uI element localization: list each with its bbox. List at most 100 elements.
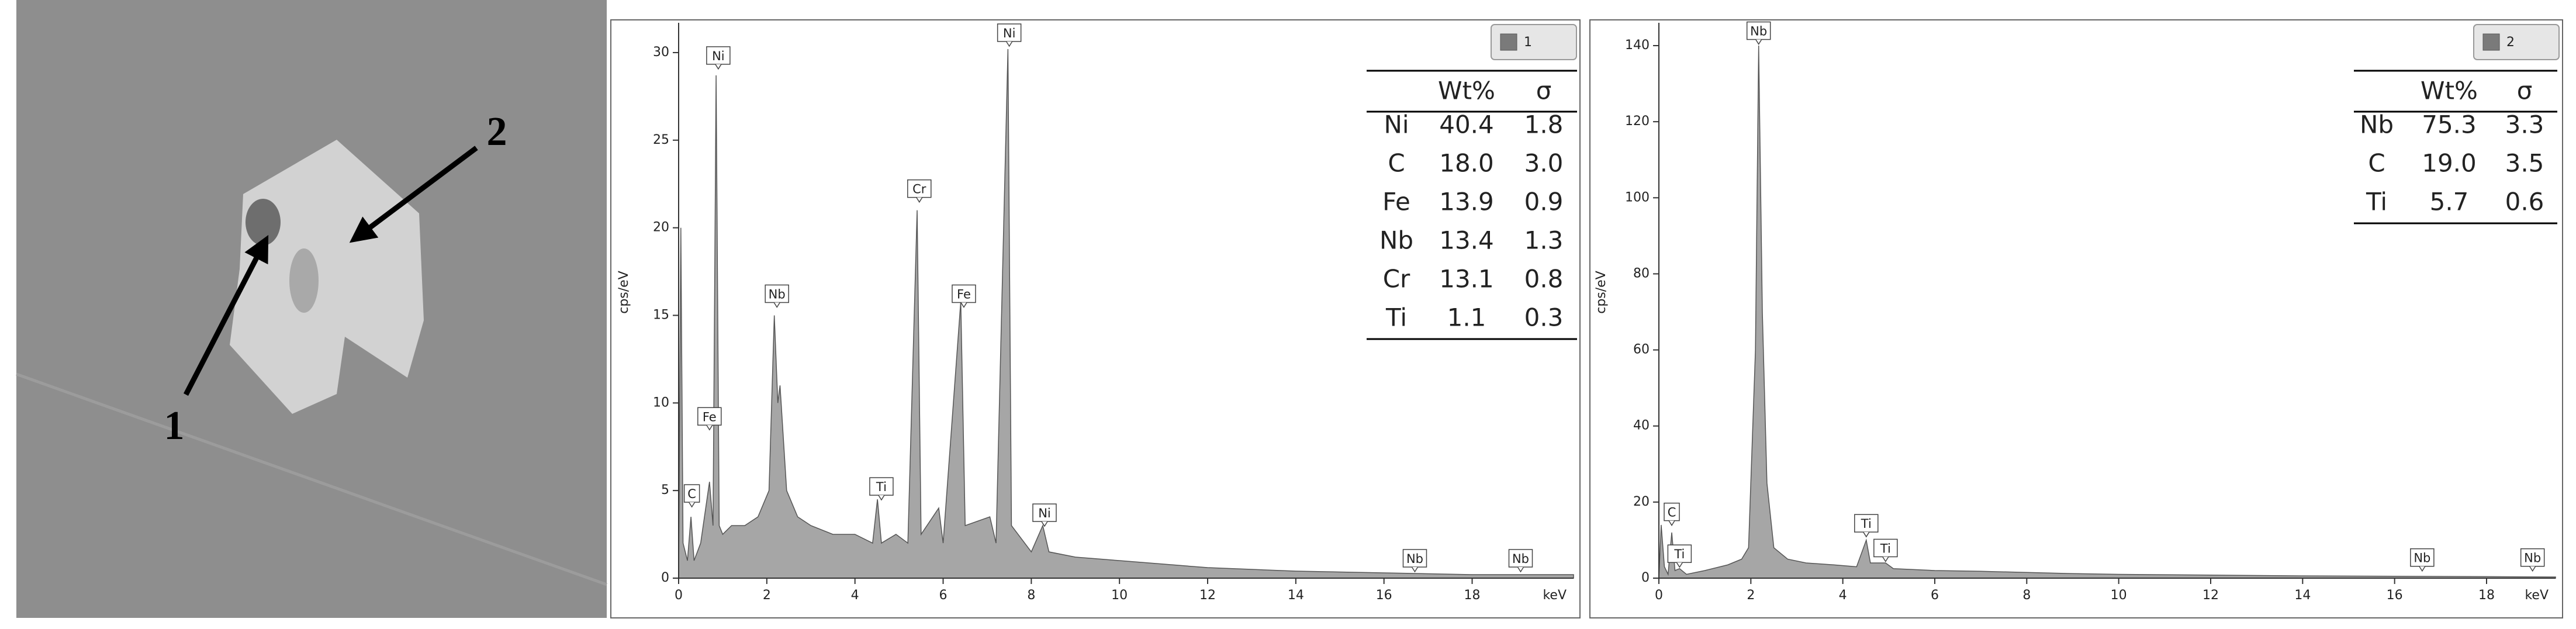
y-tick-label: 0: [661, 571, 669, 585]
panel-frame: [1589, 19, 2563, 618]
legend-label: 2: [2506, 35, 2515, 50]
table-header: Wt%: [1438, 77, 1495, 105]
peak-label: Nb: [1406, 552, 1423, 566]
peak-label-pointer: [960, 302, 967, 308]
y-axis-label: cps/eV: [617, 271, 631, 314]
y-tick-label: 60: [1633, 343, 1650, 357]
sem-scratch: [16, 372, 607, 586]
peak-label-box: [1508, 549, 1533, 568]
table-cell: 3.3: [2505, 110, 2544, 139]
x-tick-label: 18: [1464, 588, 1481, 603]
point-label: 2: [487, 109, 507, 154]
table-cell: 18.0: [1439, 149, 1494, 178]
peak-label: Fe: [703, 410, 717, 424]
legend-box: [1491, 24, 1577, 60]
spectrum-panel: 0 2 4 6 8 10 12 14 16 18 0 20 40 60 80 100 120 140 keV cps/…: [1589, 19, 2563, 618]
peak-label: Cr: [912, 182, 926, 196]
table-cell: 0.3: [1524, 303, 1564, 332]
x-axis-label: keV: [1543, 588, 1567, 603]
arrow-2: [349, 146, 478, 243]
x-tick-label: 0: [1655, 588, 1663, 603]
peak-label: Nb: [1512, 552, 1529, 566]
peak-label: Ti: [1861, 517, 1872, 531]
x-tick-label: 16: [1376, 588, 1392, 603]
spectrum-area: [678, 49, 1574, 579]
legend-label: 1: [1524, 35, 1532, 50]
peak-label-pointer: [1668, 520, 1675, 527]
x-tick-label: 0: [675, 588, 683, 603]
peak-label: Ni: [1038, 506, 1051, 520]
y-tick-label: 120: [1625, 114, 1650, 129]
peak-label-box: [1032, 503, 1057, 522]
x-axis-label: keV: [2525, 588, 2549, 603]
peak-label: Ti: [876, 480, 887, 494]
x-tick-label: 4: [851, 588, 859, 603]
table-cell: 3.0: [1524, 149, 1564, 178]
peak-label-box: [2520, 548, 2545, 567]
sem-particle: [230, 140, 424, 414]
table-cell: Nb: [1379, 226, 1413, 255]
y-tick-label: 20: [653, 220, 669, 235]
peak-label-box: [869, 477, 894, 496]
peak-label-pointer: [706, 424, 713, 431]
peak-label-box: [997, 23, 1022, 42]
table-cell: Fe: [1382, 188, 1410, 216]
peak-label-pointer: [1755, 39, 1762, 45]
y-tick-label: 100: [1625, 190, 1650, 205]
table-cell: 40.4: [1439, 110, 1494, 139]
legend-box: [2473, 24, 2560, 60]
y-axis-label: cps/eV: [1594, 271, 1609, 314]
y-tick-label: 20: [1633, 495, 1650, 509]
peak-label-box: [2410, 548, 2435, 567]
x-tick-label: 16: [2387, 588, 2403, 603]
sem-pore: [246, 199, 281, 246]
point-label: 1: [164, 403, 185, 448]
x-tick-label: 14: [2294, 588, 2311, 603]
peak-label: Nb: [2414, 551, 2430, 565]
table-cell: 75.3: [2422, 110, 2477, 139]
peak-label: Nb: [2524, 551, 2541, 565]
x-tick-label: 6: [939, 588, 948, 603]
peak-label: Nb: [1750, 25, 1767, 39]
peak-label: C: [1668, 506, 1676, 520]
peak-label: Ni: [1003, 26, 1016, 40]
x-tick-label: 2: [1747, 588, 1755, 603]
y-tick-label: 10: [653, 395, 669, 410]
table-cell: Nb: [2360, 110, 2394, 139]
peak-label: Ti: [1880, 541, 1891, 555]
y-tick-label: 25: [653, 133, 669, 147]
peak-label: Ti: [1673, 547, 1685, 561]
table-cell: 3.5: [2505, 149, 2544, 178]
peak-label-pointer: [878, 495, 885, 501]
peak-label-box: [1854, 514, 1879, 533]
y-tick-label: 80: [1633, 266, 1650, 281]
peak-label-pointer: [1676, 562, 1683, 568]
y-tick-label: 0: [1641, 571, 1650, 585]
peak-label-pointer: [1882, 557, 1889, 562]
legend-swatch: [2482, 33, 2500, 51]
peak-label-pointer: [773, 302, 780, 308]
peak-label-box: [697, 407, 722, 426]
x-tick-label: 8: [1027, 588, 1035, 603]
table-cell: 1.3: [1524, 226, 1564, 255]
x-tick-label: 2: [763, 588, 771, 603]
arrow-1: [184, 235, 269, 396]
y-tick-label: 15: [653, 307, 669, 322]
peak-label-pointer: [1411, 566, 1419, 573]
table-cell: Cr: [1383, 265, 1410, 293]
peak-label: Fe: [957, 287, 971, 301]
sem-image: 1 2: [16, 0, 607, 618]
table-cell: 13.9: [1439, 188, 1494, 216]
x-tick-label: 12: [2202, 588, 2219, 603]
table-cell: 19.0: [2422, 149, 2477, 178]
peak-label-pointer: [2529, 566, 2536, 572]
peak-label-pointer: [916, 197, 923, 203]
peak-label-box: [1664, 502, 1680, 521]
table-cell: 1.8: [1524, 110, 1564, 139]
table-cell: C: [1388, 149, 1405, 178]
sem-shade: [289, 248, 319, 313]
peak-label: Nb: [769, 287, 786, 301]
table-cell: 5.7: [2430, 188, 2469, 216]
table-header: Wt%: [2421, 77, 2478, 105]
